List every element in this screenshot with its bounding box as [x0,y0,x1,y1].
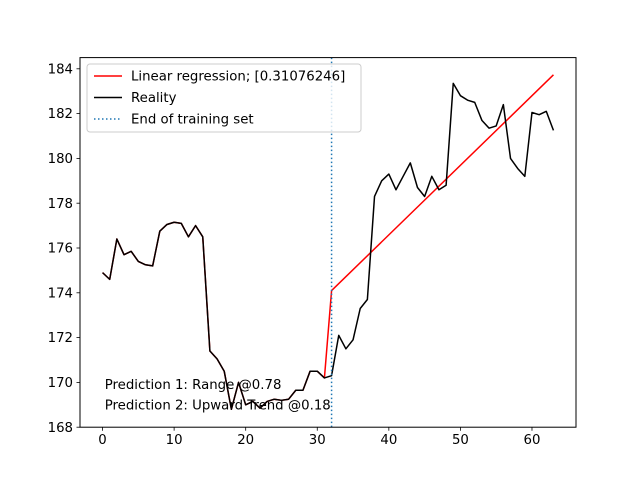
y-tick-label: 182 [48,107,73,122]
y-tick-label: 174 [48,286,73,301]
legend-label: Reality [131,91,177,106]
prediction-annotation: Prediction 1: Range @0.78 [105,378,282,393]
y-tick-label: 168 [48,421,73,436]
legend-label: Linear regression; [0.31076246] [131,70,345,85]
y-tick-label: 172 [48,331,73,346]
y-tick-label: 184 [48,62,73,77]
legend: Linear regression; [0.31076246] Reality En… [86,63,362,133]
x-tick-label: 10 [166,433,183,448]
prediction-annotation: Prediction 2: Upward Trend @0.18 [105,398,331,413]
series-line-1 [102,82,555,411]
annotations: Prediction 1: Range @0.78 Prediction 2: U… [105,378,331,413]
y-tick-label: 176 [48,242,73,257]
y-tick-label: 170 [48,376,73,391]
legend-box [86,63,362,133]
x-tick-label: 50 [452,433,469,448]
y-axis-ticks: 168 170 172 174 176 178 180 182 184 [48,62,80,436]
x-axis-ticks: 0 10 20 30 40 50 60 [98,427,540,448]
axes-frame [79,57,577,428]
x-tick-label: 40 [380,433,397,448]
y-tick-label: 180 [48,152,73,167]
y-tick-label: 178 [48,197,73,212]
x-tick-label: 60 [524,433,541,448]
x-tick-label: 20 [237,433,254,448]
legend-label: End of training set [131,113,254,128]
x-tick-label: 30 [309,433,326,448]
plot-area [102,57,555,428]
x-tick-label: 0 [98,433,106,448]
